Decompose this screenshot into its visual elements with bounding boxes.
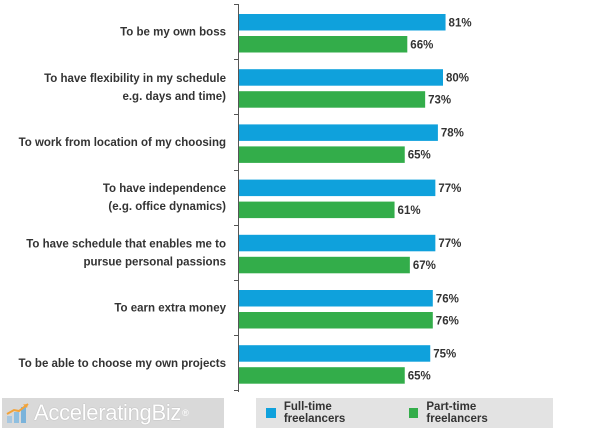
value-label: 78% [441, 128, 464, 140]
bar-full-time [239, 345, 431, 362]
value-label: 77% [438, 238, 461, 250]
bars-group [239, 14, 446, 384]
axis-ticks [234, 4, 239, 391]
category-label: To work from location of my choosing [19, 137, 226, 149]
growth-chart-icon [6, 403, 29, 423]
value-label: 66% [410, 39, 433, 51]
bar-chart: 81% 66% To be my own boss 80% 73% To have fle… [19, 4, 472, 392]
category-label: To have flexibility in my schedule [44, 73, 226, 85]
bar-part-time [239, 256, 410, 274]
bar-full-time [239, 14, 446, 31]
value-label: 65% [408, 370, 431, 382]
chart-legend: Full-time freelancers Part-time freelanc… [256, 398, 553, 428]
logo-text: AcceleratingBiz [34, 400, 182, 425]
legend-swatch-full-time [266, 408, 276, 418]
bar-part-time [239, 312, 433, 329]
value-label: 76% [436, 293, 459, 305]
category-label: To earn extra money [114, 303, 226, 315]
legend-label-part-time: Part-time freelancers [426, 401, 488, 425]
registered-mark: ® [182, 408, 189, 418]
legend-item-full-time: Full-time freelancers [266, 401, 395, 425]
category-label: pursue personal passions [83, 256, 226, 268]
bar-part-time [239, 91, 426, 108]
value-label: 73% [428, 94, 451, 106]
bar-part-time [239, 367, 405, 384]
value-label: 75% [433, 348, 456, 360]
value-label: 81% [449, 17, 472, 29]
bar-full-time [239, 179, 436, 197]
value-label: 67% [413, 260, 436, 272]
category-label: To be my own boss [120, 27, 226, 39]
value-label: 61% [398, 205, 421, 217]
value-label: 65% [408, 150, 431, 162]
brand-logo: AcceleratingBiz ® [2, 398, 224, 428]
category-label: To have independence [103, 183, 226, 195]
labels-group: 81% 66% To be my own boss 80% 73% To have fle… [19, 17, 472, 382]
value-label: 76% [436, 315, 459, 327]
bar-full-time [239, 234, 436, 252]
category-label: e.g. days and time) [122, 91, 226, 103]
legend-item-part-time: Part-time freelancers [408, 401, 539, 425]
bar-part-time [239, 36, 408, 53]
legend-label-full-time: Full-time freelancers [283, 401, 346, 425]
value-label: 77% [438, 183, 461, 195]
bar-full-time [239, 69, 443, 86]
legend-swatch-part-time [408, 408, 419, 418]
category-label: To have schedule that enables me to [26, 238, 226, 250]
bar-full-time [239, 124, 438, 141]
value-label: 80% [446, 72, 469, 84]
bar-part-time [239, 201, 395, 219]
category-label: To be able to choose my own projects [19, 358, 226, 370]
bar-full-time [239, 290, 433, 307]
category-label: (e.g. office dynamics) [108, 201, 226, 213]
bar-part-time [239, 146, 405, 163]
